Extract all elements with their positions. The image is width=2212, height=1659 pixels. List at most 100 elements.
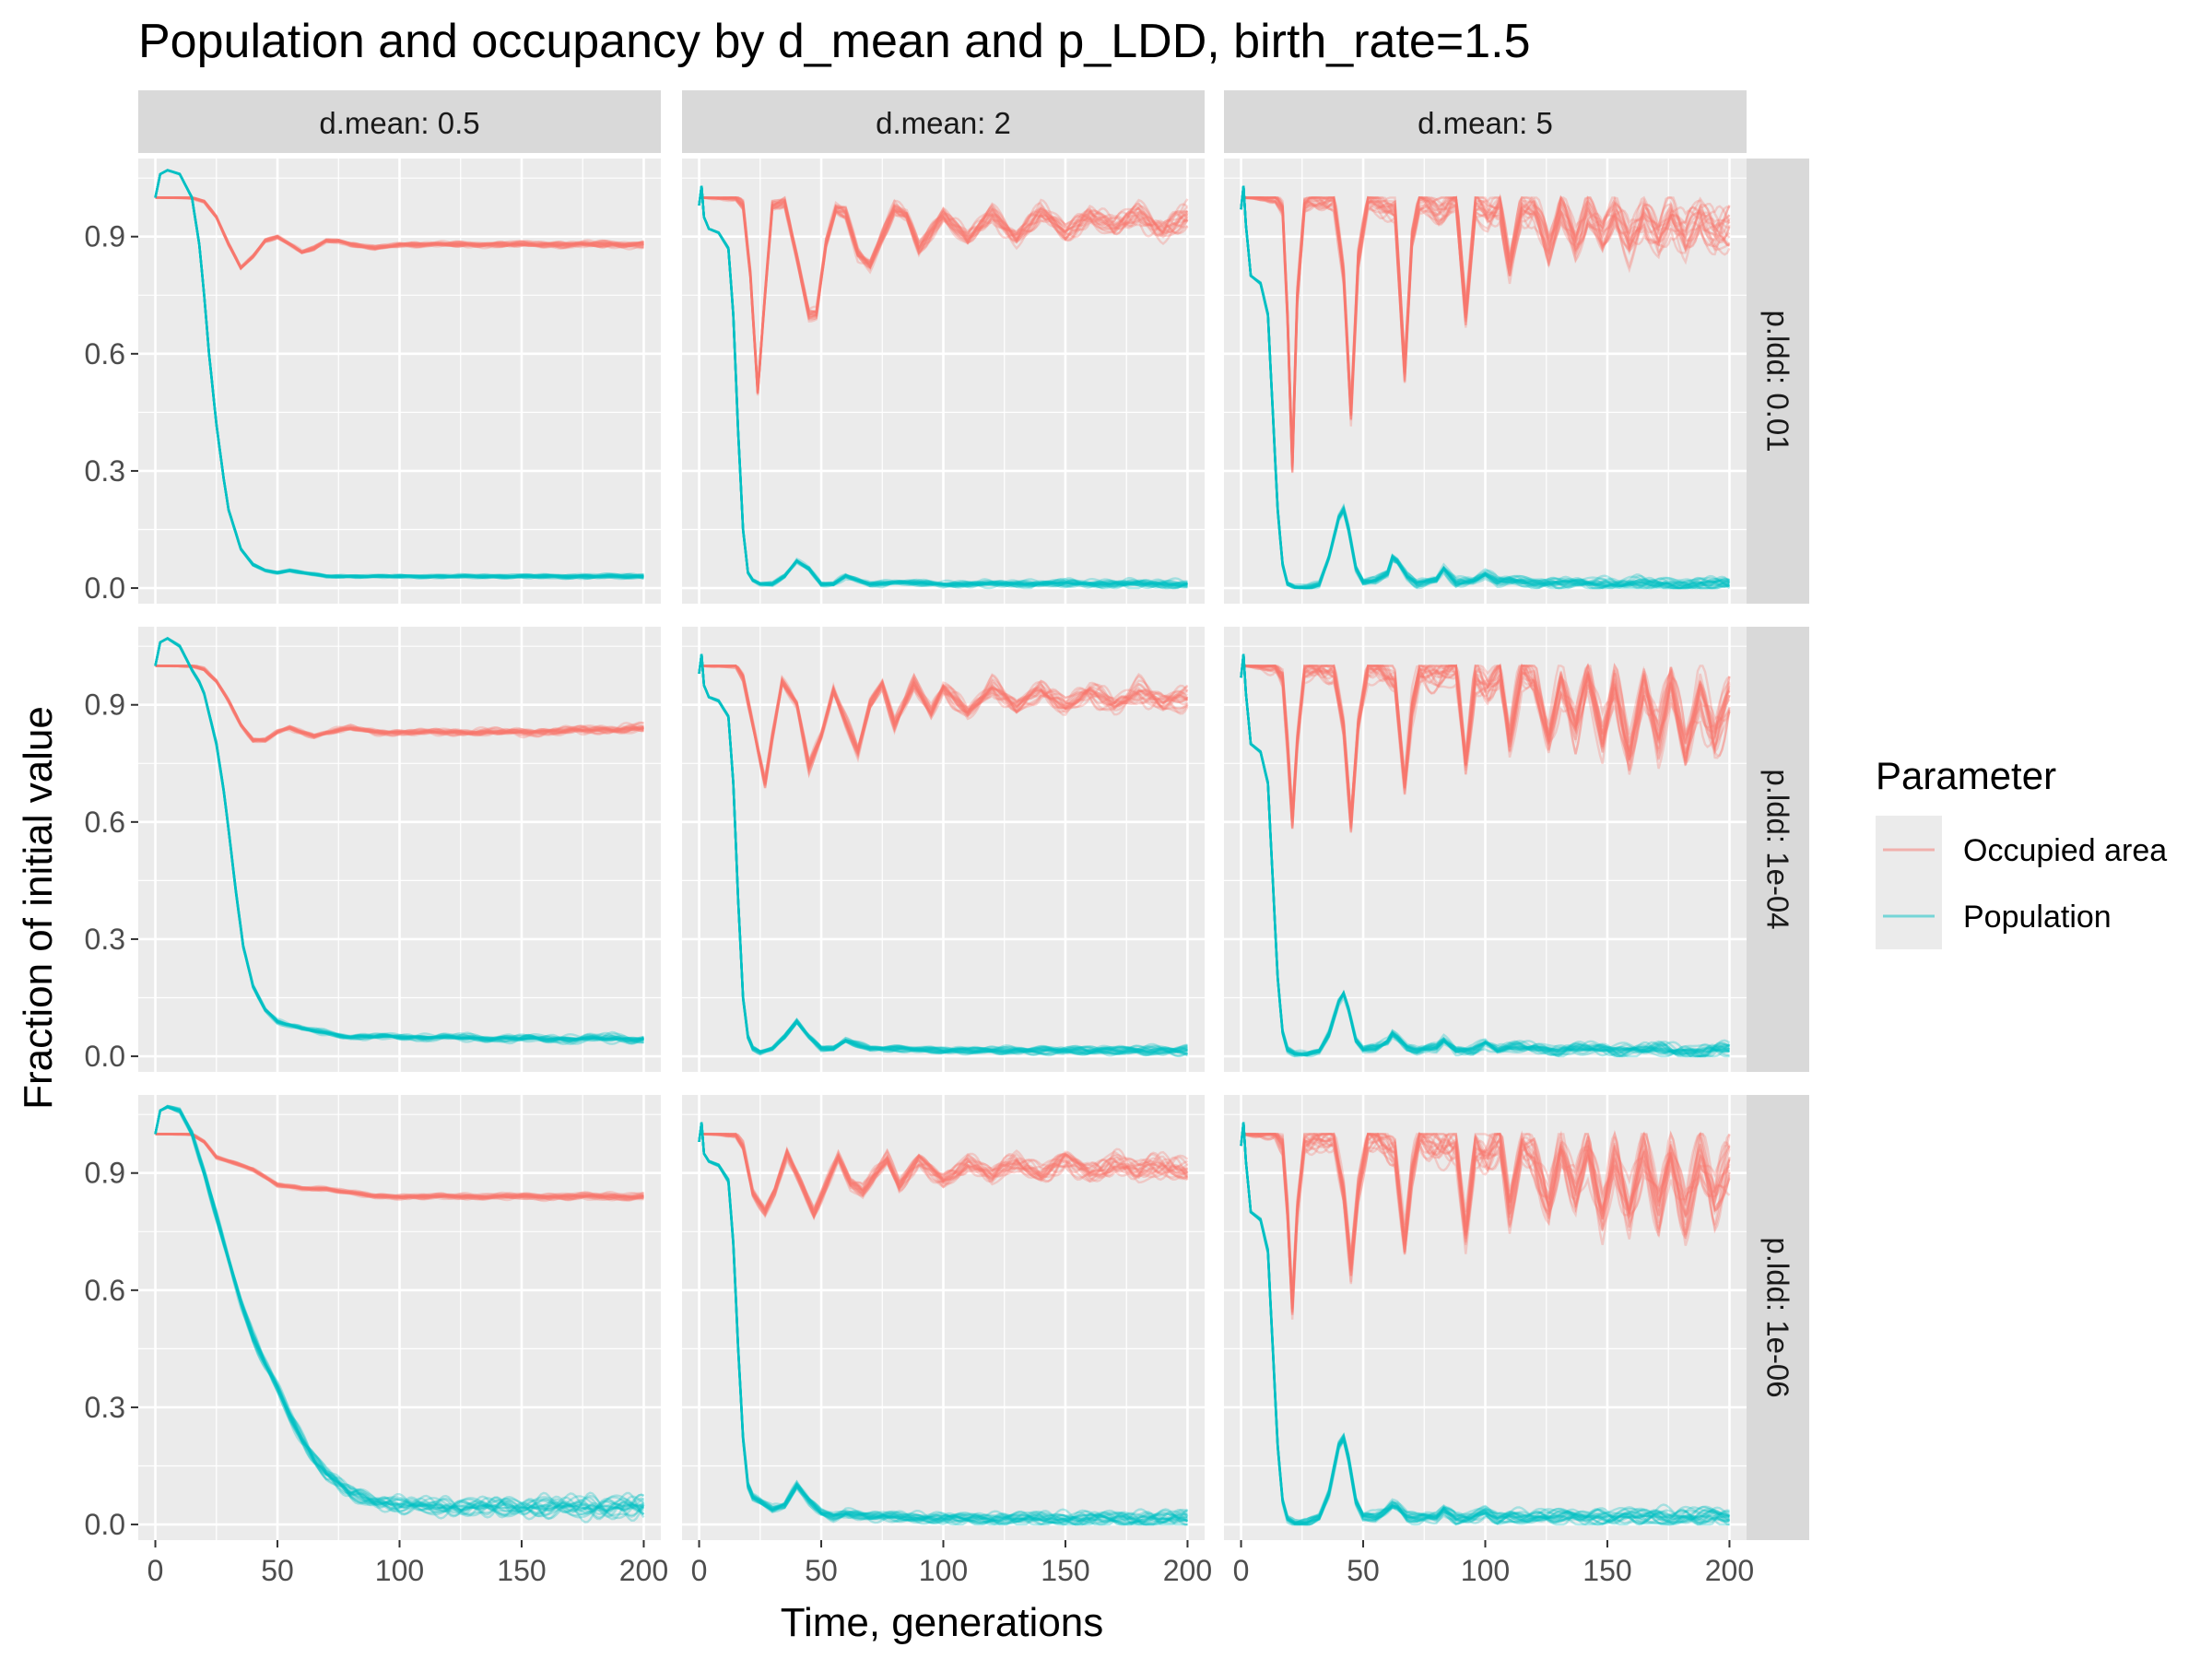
population-line bbox=[1240, 185, 1731, 590]
population-line bbox=[1240, 185, 1731, 590]
population-line bbox=[698, 1122, 1188, 1526]
facet-strip-row bbox=[1747, 627, 1809, 1072]
occupied-area-line bbox=[155, 1133, 644, 1198]
occupied-area-line bbox=[699, 196, 1189, 394]
occupied-area-line bbox=[699, 665, 1189, 779]
occupied-area-line bbox=[155, 665, 644, 743]
occupied-area-line bbox=[1241, 1133, 1731, 1308]
population-line bbox=[154, 1106, 645, 1521]
occupied-area-line bbox=[1241, 1130, 1731, 1312]
population-line bbox=[698, 653, 1188, 1057]
occupied-area-line bbox=[699, 665, 1188, 784]
occupied-area-line bbox=[155, 1133, 644, 1199]
occupied-area-line bbox=[699, 1133, 1188, 1221]
occupied-area-line bbox=[1241, 665, 1731, 828]
population-line bbox=[1240, 1122, 1730, 1525]
population-line bbox=[154, 637, 644, 1046]
population-line bbox=[698, 185, 1188, 588]
facet-strip-row bbox=[1747, 159, 1809, 604]
population-line bbox=[154, 169, 644, 580]
occupied-area-line bbox=[1241, 1132, 1731, 1299]
x-tick-label: 100 bbox=[1461, 1554, 1510, 1587]
occupied-area-line bbox=[1241, 196, 1730, 465]
legend-title: Parameter bbox=[1876, 754, 2056, 797]
population-line bbox=[154, 169, 644, 580]
population-line bbox=[154, 637, 644, 1042]
population-line bbox=[154, 169, 644, 579]
panel bbox=[1224, 159, 1747, 604]
occupied-area-line bbox=[699, 1133, 1189, 1218]
occupied-area-line bbox=[1241, 194, 1731, 462]
occupied-area-line bbox=[699, 665, 1188, 789]
population-line bbox=[1240, 1122, 1731, 1525]
population-line bbox=[154, 169, 644, 579]
population-line bbox=[154, 637, 644, 1043]
chart-title: Population and occupancy by d_mean and p… bbox=[138, 15, 1531, 68]
occupied-area-line bbox=[155, 196, 644, 271]
occupied-area-line bbox=[699, 1133, 1188, 1218]
occupied-area-line bbox=[1241, 1133, 1731, 1308]
population-line bbox=[154, 1105, 645, 1514]
population-line bbox=[1240, 653, 1730, 1056]
population-line bbox=[154, 1105, 644, 1516]
population-line bbox=[1240, 653, 1730, 1056]
population-line bbox=[698, 185, 1188, 590]
occupied-area-line bbox=[1241, 1132, 1731, 1320]
population-line bbox=[154, 637, 644, 1042]
occupied-area-line bbox=[155, 665, 644, 743]
population-line bbox=[154, 1106, 644, 1516]
population-line bbox=[698, 185, 1188, 590]
population-line bbox=[698, 1122, 1188, 1524]
occupied-area-line bbox=[155, 196, 644, 270]
occupied-area-line bbox=[699, 1133, 1189, 1217]
facet-panels: d.mean: 0.5 d.mean: 2 d.mean: 5 p.ldd: 0.01… bbox=[138, 90, 1809, 1540]
population-line bbox=[1240, 1122, 1730, 1524]
population-line bbox=[698, 1122, 1188, 1524]
population-line bbox=[698, 653, 1189, 1058]
x-tick-label: 0 bbox=[691, 1554, 708, 1587]
population-line bbox=[698, 185, 1188, 590]
y-tick-label: 0.3 bbox=[85, 1391, 125, 1424]
panel bbox=[682, 1095, 1205, 1540]
facet-row-label: p.ldd: 1e-04 bbox=[1761, 769, 1795, 929]
population-line bbox=[698, 653, 1188, 1055]
x-tick-label: 150 bbox=[1041, 1554, 1089, 1587]
occupied-area-line bbox=[1241, 663, 1731, 833]
population-line bbox=[698, 1122, 1189, 1524]
population-line bbox=[698, 653, 1188, 1056]
population-line bbox=[698, 1122, 1189, 1524]
panel bbox=[682, 627, 1205, 1072]
occupied-area-line bbox=[699, 1133, 1189, 1220]
occupied-area-line bbox=[155, 1133, 644, 1199]
population-line bbox=[1240, 653, 1730, 1056]
occupied-area-line bbox=[699, 1133, 1189, 1218]
population-line bbox=[154, 169, 644, 581]
occupied-area-line bbox=[155, 196, 644, 271]
population-line bbox=[698, 185, 1188, 588]
occupied-area-line bbox=[1241, 196, 1731, 469]
population-line bbox=[1240, 1122, 1731, 1526]
occupied-area-line bbox=[155, 1133, 644, 1200]
population-line bbox=[154, 1104, 645, 1524]
population-line bbox=[154, 637, 644, 1041]
population-line bbox=[698, 1122, 1188, 1526]
occupied-area-line bbox=[1241, 663, 1731, 823]
panel bbox=[138, 627, 661, 1072]
legend-label-population: Population bbox=[1963, 900, 2112, 935]
population-line bbox=[154, 169, 644, 580]
population-line bbox=[154, 1104, 645, 1517]
population-line bbox=[698, 1122, 1189, 1526]
occupied-area-line bbox=[1241, 663, 1731, 828]
x-axis-title: Time, generations bbox=[781, 1600, 1104, 1645]
legend: Parameter Occupied area Population bbox=[1876, 754, 2167, 949]
population-line bbox=[698, 1122, 1188, 1526]
population-line bbox=[698, 185, 1188, 589]
population-line bbox=[1240, 653, 1730, 1058]
occupied-area-line bbox=[699, 665, 1188, 783]
population-line bbox=[154, 1105, 644, 1511]
occupied-area-line bbox=[155, 665, 644, 741]
occupied-area-line bbox=[699, 1133, 1189, 1216]
population-line bbox=[154, 1105, 645, 1523]
occupied-area-line bbox=[1241, 193, 1731, 465]
population-line bbox=[1240, 653, 1730, 1058]
